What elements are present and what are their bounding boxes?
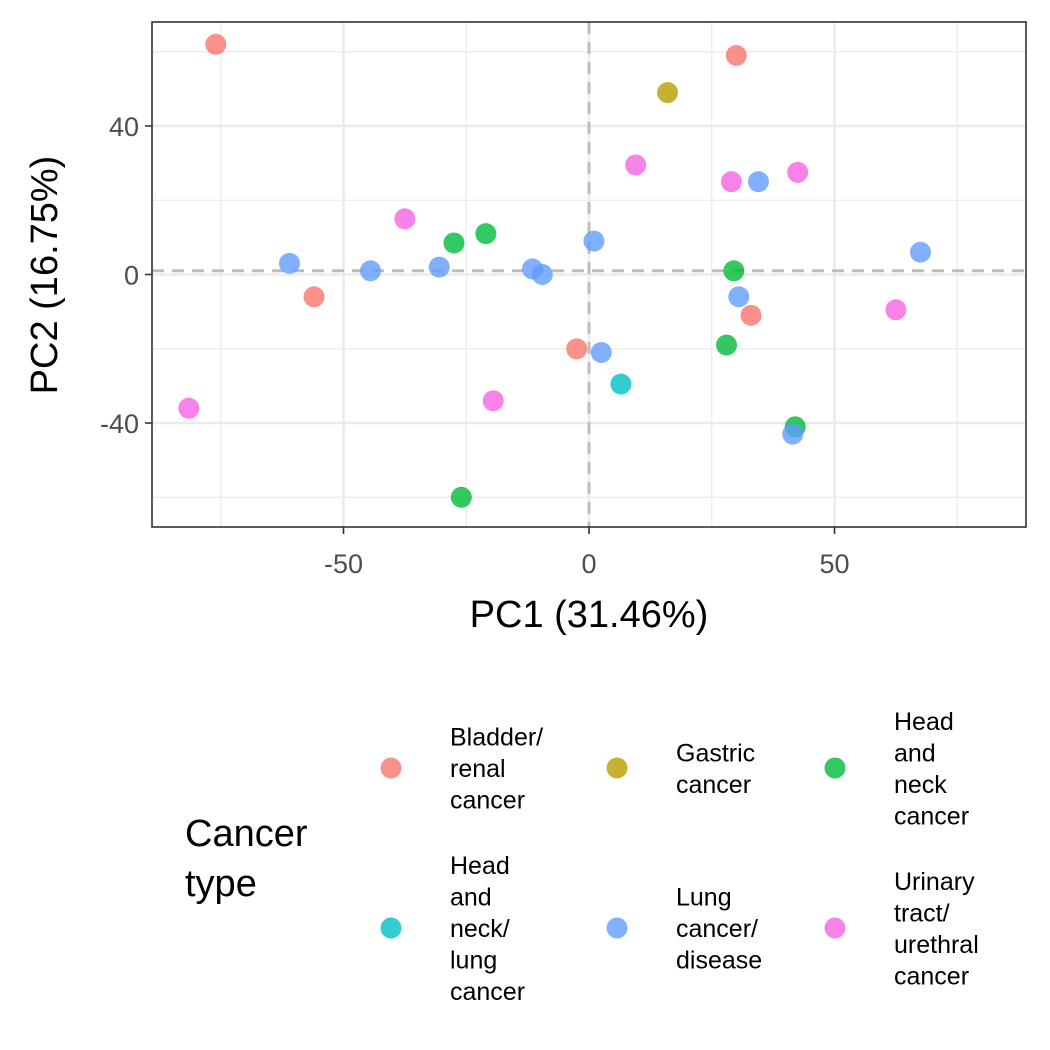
data-point — [725, 44, 747, 66]
legend-label-line: Bladder/ — [450, 724, 543, 752]
legend-item: Urinary tract/urethral cancer — [824, 868, 979, 991]
data-point — [590, 341, 612, 363]
legend-label-line: disease — [676, 947, 762, 975]
data-point — [740, 304, 762, 326]
legend-key — [824, 917, 846, 939]
data-point — [475, 223, 497, 245]
y-tick-label: -40 — [100, 409, 139, 439]
data-point — [531, 264, 553, 285]
data-point — [443, 232, 465, 254]
legend-item: Head and neck/lung cancer — [380, 852, 525, 1006]
legend-item: Gastric cancer — [606, 739, 755, 799]
legend-label-line: Head — [894, 708, 954, 736]
legend-label-line: cancer — [450, 978, 525, 1006]
legend-key — [824, 757, 846, 779]
legend-label-line: cancer — [676, 771, 751, 799]
legend-item: Head and neck cancer — [824, 708, 969, 831]
legend-title: Cancer type — [185, 813, 308, 905]
legend-label: Head and neck/lung cancer — [450, 852, 525, 1006]
legend-label: Gastric cancer — [676, 739, 755, 799]
legend-label-line: Gastric — [676, 739, 755, 767]
data-point — [450, 486, 472, 508]
legend-label-line: Lung — [676, 884, 732, 912]
axis-ticks: -50 0 50 -40 0 40 — [100, 112, 850, 579]
data-point — [278, 252, 300, 274]
x-tick-label: 0 — [581, 549, 596, 579]
data-point — [782, 423, 804, 445]
legend-label-line: cancer — [894, 802, 969, 830]
data-point — [885, 299, 907, 321]
legend: Cancer type Bladder/renal cancer Gastric canc… — [185, 708, 979, 1006]
data-point — [909, 241, 931, 263]
legend-key — [380, 917, 402, 939]
legend-label-line: Head — [450, 852, 510, 880]
data-point — [394, 208, 416, 230]
x-tick-label: -50 — [324, 549, 363, 579]
y-tick-label: 0 — [124, 261, 139, 291]
x-tick-label: 50 — [819, 549, 849, 579]
data-point — [747, 171, 769, 193]
data-point — [723, 260, 745, 282]
y-axis-title: PC2 (16.75%) — [24, 156, 66, 395]
x-axis-title: PC1 (31.46%) — [470, 594, 709, 636]
data-point — [360, 260, 381, 282]
data-point — [205, 33, 227, 55]
legend-key — [380, 757, 402, 779]
legend-label-line: cancer/ — [676, 915, 758, 943]
legend-label: Lung cancer/disease — [676, 884, 762, 975]
data-points — [178, 33, 931, 508]
legend-item: Lung cancer/disease — [606, 884, 762, 975]
data-point — [625, 154, 647, 176]
legend-label: Urinary tract/urethral cancer — [894, 868, 979, 991]
legend-label-line: renal — [450, 755, 506, 783]
legend-label-line: urethral — [894, 931, 979, 959]
data-point — [482, 390, 504, 412]
data-point — [610, 373, 632, 395]
data-point — [303, 286, 325, 308]
data-point — [657, 82, 679, 104]
data-point — [428, 256, 450, 278]
data-point — [566, 338, 588, 360]
legend-label-line: tract/ — [894, 899, 950, 927]
legend-label-line: and — [450, 884, 492, 912]
legend-title-line: type — [185, 863, 257, 905]
y-tick-label: 40 — [109, 112, 139, 142]
legend-key — [606, 757, 628, 779]
legend-label: Head and neck cancer — [894, 708, 969, 831]
data-point — [583, 230, 605, 252]
legend-label-line: lung — [450, 947, 497, 975]
legend-key — [606, 917, 628, 939]
legend-label-line: and — [894, 739, 936, 767]
legend-label-line: Urinary — [894, 868, 975, 896]
data-point — [178, 397, 200, 419]
reference-lines — [152, 22, 1026, 527]
legend-label-line: cancer — [894, 962, 969, 990]
legend-item: Bladder/renal cancer — [380, 724, 543, 815]
data-point — [720, 171, 742, 193]
legend-label-line: neck/ — [450, 915, 510, 943]
data-point — [728, 286, 750, 308]
legend-label-line: neck — [894, 771, 947, 799]
data-point — [787, 161, 809, 183]
legend-title-line: Cancer — [185, 813, 308, 855]
legend-label: Bladder/renal cancer — [450, 724, 543, 815]
legend-label-line: cancer — [450, 787, 525, 815]
data-point — [715, 334, 737, 356]
